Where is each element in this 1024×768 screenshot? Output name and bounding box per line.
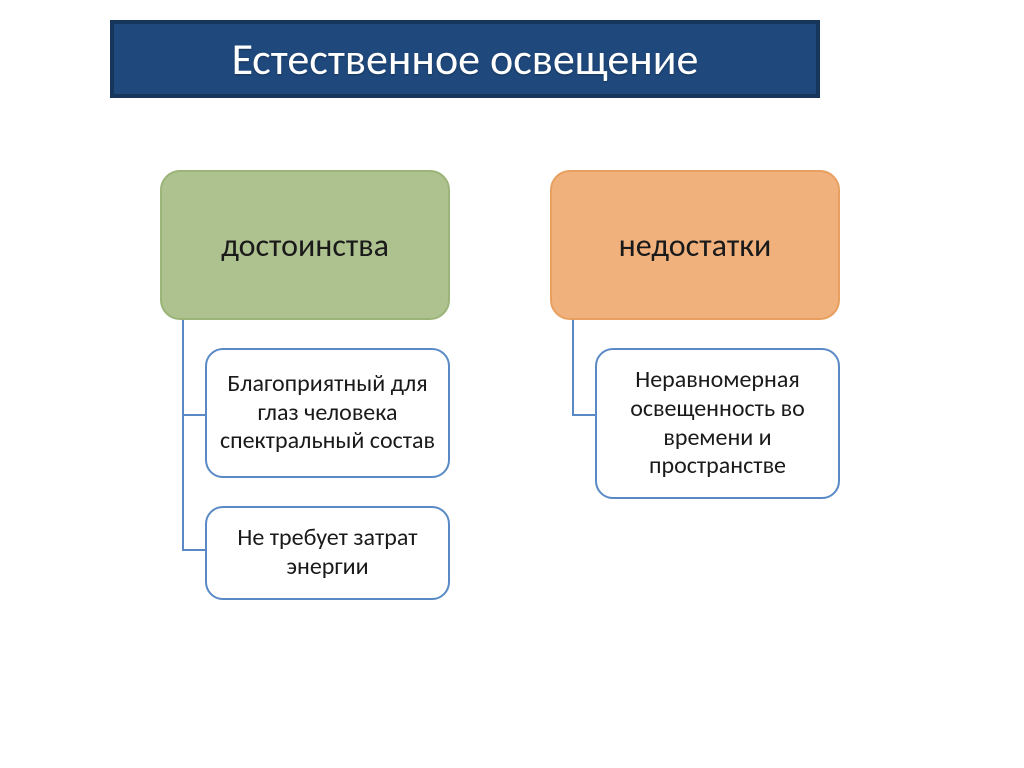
category-label-advantages: достоинства bbox=[221, 226, 389, 265]
connector-line bbox=[572, 414, 595, 416]
child-text: Благоприятный для глаз человека спектрал… bbox=[219, 370, 436, 456]
title-bar: Естественное освещение bbox=[110, 20, 820, 98]
connector-line bbox=[572, 320, 574, 415]
title-text: Естественное освещение bbox=[232, 32, 699, 86]
child-box: Не требует затрат энергии bbox=[205, 506, 450, 600]
category-box-advantages: достоинства bbox=[160, 170, 450, 320]
category-box-disadvantages: недостатки bbox=[550, 170, 840, 320]
connector-line bbox=[182, 320, 184, 415]
category-label-disadvantages: недостатки bbox=[619, 226, 772, 265]
column-disadvantages: недостатки Неравномерная освещенность во… bbox=[550, 170, 840, 499]
connector-line bbox=[182, 414, 205, 416]
child-text: Не требует затрат энергии bbox=[219, 524, 436, 582]
child-box: Благоприятный для глаз человека спектрал… bbox=[205, 348, 450, 478]
connector-line bbox=[182, 415, 184, 550]
child-text: Неравномерная освещенность во времени и … bbox=[609, 366, 826, 481]
column-advantages: достоинства Благоприятный для глаз челов… bbox=[160, 170, 450, 600]
connector-line bbox=[182, 549, 205, 551]
child-box: Неравномерная освещенность во времени и … bbox=[595, 348, 840, 499]
